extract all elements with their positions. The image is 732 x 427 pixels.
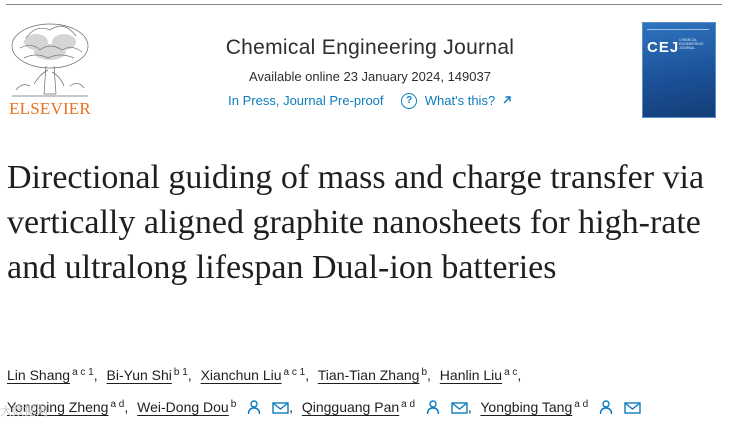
author-affiliation: b [421, 367, 428, 378]
top-divider [6, 4, 722, 5]
author-name[interactable]: Hanlin Liu [439, 367, 503, 383]
availability-text: Available online 23 January 2024, 149037 [249, 69, 491, 84]
author-item: Lin Shang a c 1, [7, 367, 98, 383]
author-affiliation: a d [574, 399, 589, 410]
cover-title: CEJ [647, 39, 680, 56]
author-affiliation: a d [401, 399, 416, 410]
in-press-link[interactable]: In Press, Journal Pre-proof [228, 93, 384, 109]
whats-this-link[interactable]: What's this? [424, 93, 496, 109]
author-name[interactable]: Bi-Yun Shi [106, 367, 172, 383]
watermark: 大数据网 [0, 404, 49, 418]
author-affiliation: a c [504, 367, 518, 378]
external-arrow-icon [502, 93, 512, 108]
author-affiliation: a d [110, 399, 125, 410]
author-affiliation: a c 1 [72, 367, 94, 378]
author-name[interactable]: Yongping Zheng [7, 399, 109, 415]
person-icon[interactable] [246, 396, 262, 425]
author-list: Lin Shang a c 1, Bi-Yun Shi b 1, Xianchun … [7, 358, 723, 425]
author-item: Qingguang Pan a d , [302, 399, 477, 415]
person-icon[interactable] [598, 396, 614, 425]
author-affiliation: a c 1 [283, 367, 306, 378]
author-item: Yongbing Tang a d [480, 399, 641, 415]
status-row: In Press, Journal Pre-proof ? What's thi… [150, 92, 590, 109]
elsevier-logo[interactable]: ELSEVIER [6, 20, 94, 122]
author-affiliation: b [230, 399, 237, 410]
author-name[interactable]: Tian-Tian Zhang [317, 367, 420, 383]
author-name[interactable]: Wei-Dong Dou [137, 399, 229, 415]
author-item: Bi-Yun Shi b 1, [106, 367, 192, 383]
author-affiliation: b 1 [173, 367, 188, 378]
author-item: Tian-Tian Zhang b, [317, 367, 431, 383]
envelope-icon[interactable] [272, 396, 289, 425]
author-name[interactable]: Qingguang Pan [301, 399, 400, 415]
cover-strip [647, 29, 709, 30]
journal-title-link[interactable]: Chemical Engineering Journal [225, 36, 515, 59]
author-name[interactable]: Yongbing Tang [480, 399, 573, 415]
envelope-icon[interactable] [451, 396, 468, 425]
cover-subtitle: CHEMICAL ENGINEERING JOURNAL [679, 38, 704, 50]
elsevier-tree-icon [11, 23, 89, 97]
author-name[interactable]: Lin Shang [7, 367, 71, 383]
journal-cover-image[interactable]: CEJ CHEMICAL ENGINEERING JOURNAL [642, 22, 716, 118]
help-circle-icon[interactable]: ? [401, 92, 418, 109]
article-title: Directional guiding of mass and charge t… [7, 159, 705, 286]
author-name[interactable]: Xianchun Liu [200, 367, 282, 383]
author-item: Xianchun Liu a c 1, [200, 367, 310, 383]
author-item: Wei-Dong Dou b , [137, 399, 298, 415]
author-item: Hanlin Liu a c, [439, 367, 522, 383]
elsevier-wordmark: ELSEVIER [9, 99, 91, 118]
envelope-icon[interactable] [624, 396, 641, 425]
journal-info: Chemical Engineering Journal Available o… [150, 36, 590, 109]
person-icon[interactable] [425, 396, 441, 425]
author-item: Yongping Zheng a d, [7, 399, 129, 415]
